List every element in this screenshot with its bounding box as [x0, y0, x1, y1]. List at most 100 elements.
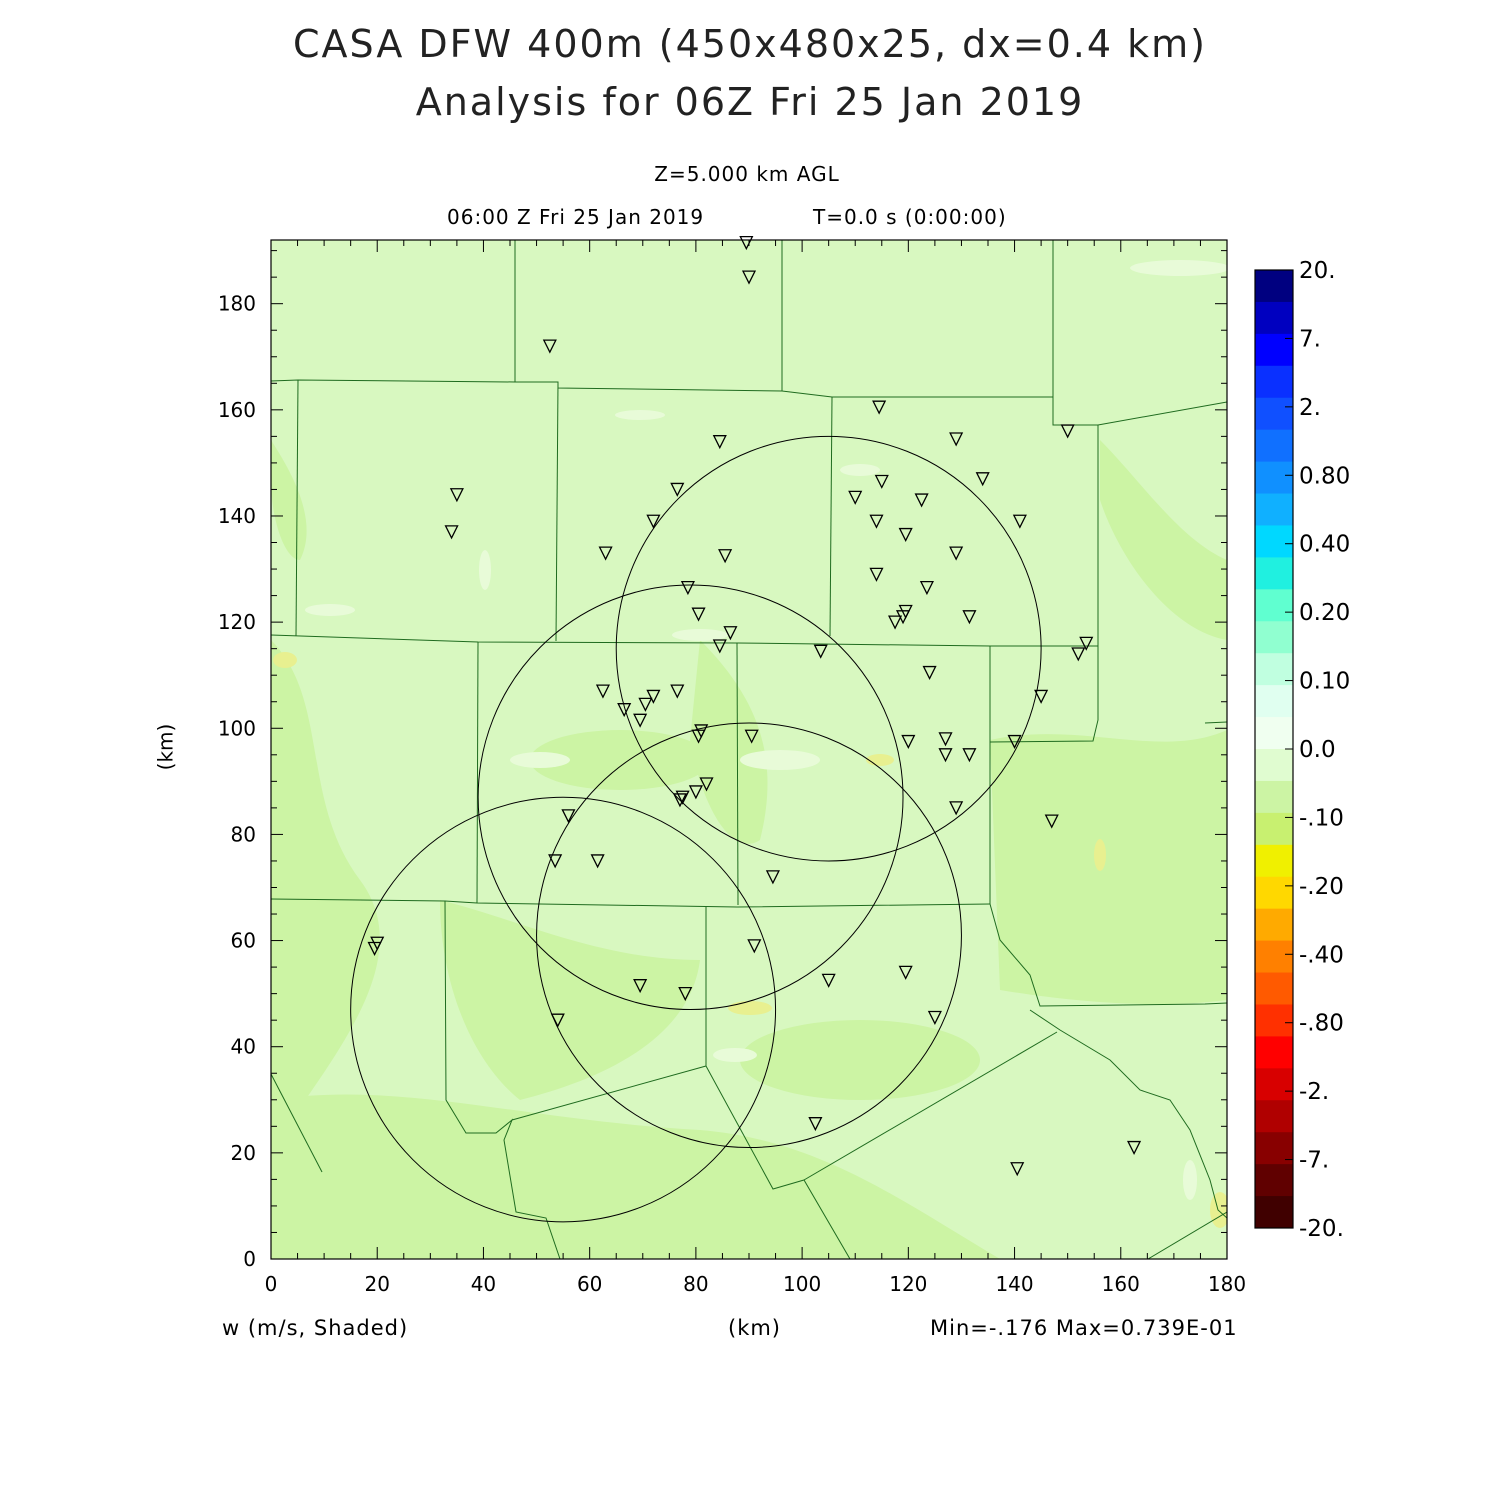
- station-marker: [367, 941, 382, 956]
- county-line: [989, 903, 1227, 1007]
- station-marker: [680, 580, 695, 596]
- station-marker: [646, 514, 661, 529]
- chart-title: CASA DFW 400m (450x480x25, dx=0.4 km): [292, 22, 1207, 66]
- station-marker: [633, 713, 648, 728]
- colorbar-label: 0.0: [1299, 737, 1336, 763]
- colorbar-swatch: [1255, 749, 1293, 782]
- radar-ring: [536, 722, 962, 1149]
- station-marker: [962, 610, 977, 625]
- colorbar-swatch: [1255, 365, 1293, 399]
- station-marker: [898, 965, 913, 980]
- station-marker: [444, 525, 459, 540]
- colorbar-label: 2.: [1299, 395, 1321, 421]
- field-shade: [271, 640, 380, 1150]
- colorbar-swatch: [1255, 557, 1293, 590]
- station-marker: [874, 474, 889, 489]
- station-marker: [1007, 734, 1022, 749]
- variable-label: w (m/s, Shaded): [222, 1316, 409, 1340]
- county-line: [705, 907, 851, 1259]
- station-marker: [813, 644, 828, 659]
- station-marker: [949, 546, 964, 561]
- level-label-text: Z=5.000 km AGL: [654, 162, 840, 186]
- colorbar-label: 0.80: [1299, 463, 1350, 489]
- y-tick-label: 20: [231, 1141, 256, 1165]
- x-tick-label: 60: [577, 1272, 602, 1296]
- colorbar-label: 0.20: [1299, 600, 1350, 626]
- radar-ring: [350, 796, 777, 1223]
- colorbar-swatch: [1255, 876, 1293, 910]
- field-shade: [713, 1048, 757, 1062]
- y-tick-label: 160: [218, 398, 256, 422]
- station-marker: [1010, 1162, 1025, 1177]
- station-marker: [938, 732, 953, 747]
- county-line: [555, 381, 559, 642]
- station-marker: [975, 472, 990, 487]
- field-shade: [740, 750, 820, 770]
- x-tick-label: 180: [1208, 1272, 1246, 1296]
- colorbar-label: -2.: [1299, 1079, 1329, 1105]
- station-marker: [1071, 647, 1086, 662]
- field-shade: [740, 1020, 980, 1100]
- station-marker: [712, 639, 727, 654]
- field-shade: [672, 629, 728, 641]
- min-max-label: Min=-.176 Max=0.739E-01: [930, 1316, 1238, 1340]
- colorbar-swatch: [1255, 493, 1293, 526]
- colorbar-swatch: [1255, 780, 1293, 814]
- field-shade: [1100, 440, 1227, 640]
- colorbar-swatch: [1255, 301, 1293, 335]
- county-line: [989, 425, 1099, 743]
- station-marker: [670, 684, 685, 699]
- station-marker: [542, 339, 557, 354]
- chart-subtitle: Analysis for 06Z Fri 25 Jan 2019: [415, 80, 1085, 124]
- colorbar: [1254, 269, 1294, 1229]
- station-marker: [848, 490, 863, 505]
- station-marker: [744, 729, 759, 744]
- field-shade: [1130, 260, 1227, 276]
- station-marker: [1060, 424, 1075, 439]
- station-marker: [646, 689, 661, 704]
- station-marker: [765, 870, 780, 885]
- station-marker: [595, 684, 610, 699]
- station-marker: [938, 748, 953, 763]
- colorbar-swatch: [1255, 621, 1293, 654]
- radar-ring: [477, 584, 904, 1011]
- colorbar-swatch: [1255, 685, 1293, 718]
- colorbar-swatch: [1255, 1036, 1293, 1069]
- w-field-shading: [271, 240, 1227, 1259]
- station-marker: [888, 615, 903, 630]
- county-line: [271, 1073, 323, 1173]
- colorbar-labels: 20. 7. 2. 0.80 0.40 0.20 0.10 0.0 -.10 -.20 -.40 -.…: [1299, 258, 1350, 1242]
- station-marker: [1034, 689, 1049, 704]
- field-shade: [271, 1094, 1000, 1259]
- station-marker: [688, 785, 703, 800]
- colorbar-label: -.40: [1299, 942, 1344, 968]
- station-marker: [869, 567, 884, 582]
- station-marker: [561, 809, 576, 824]
- colorbar-swatch: [1255, 429, 1293, 463]
- y-tick-label: 0: [243, 1247, 256, 1271]
- y-tick-label: 180: [218, 292, 256, 316]
- county-line: [803, 1031, 1058, 1181]
- county-line: [1204, 721, 1227, 724]
- county-line: [736, 642, 739, 906]
- axis-ticks: [270, 240, 1228, 1260]
- station-marker: [1012, 514, 1027, 529]
- colorbar-swatch: [1255, 908, 1293, 942]
- field-shade: [510, 752, 570, 768]
- station-marker: [718, 549, 733, 564]
- station-marker: [691, 729, 706, 744]
- colorbar-label: -.80: [1299, 1011, 1344, 1037]
- field-shade: [615, 410, 665, 420]
- station-marker: [949, 432, 964, 447]
- colorbar-swatch: [1255, 1196, 1293, 1229]
- station-marker: [675, 790, 690, 805]
- colorbar-label: -7.: [1299, 1148, 1329, 1174]
- station-marker: [598, 546, 613, 561]
- y-tick-label: 80: [231, 822, 256, 846]
- station-marker: [821, 973, 836, 988]
- field-shade: [305, 604, 355, 616]
- county-line: [444, 900, 561, 1259]
- colorbar-swatch: [1255, 1068, 1293, 1101]
- x-tick-label: 140: [995, 1272, 1033, 1296]
